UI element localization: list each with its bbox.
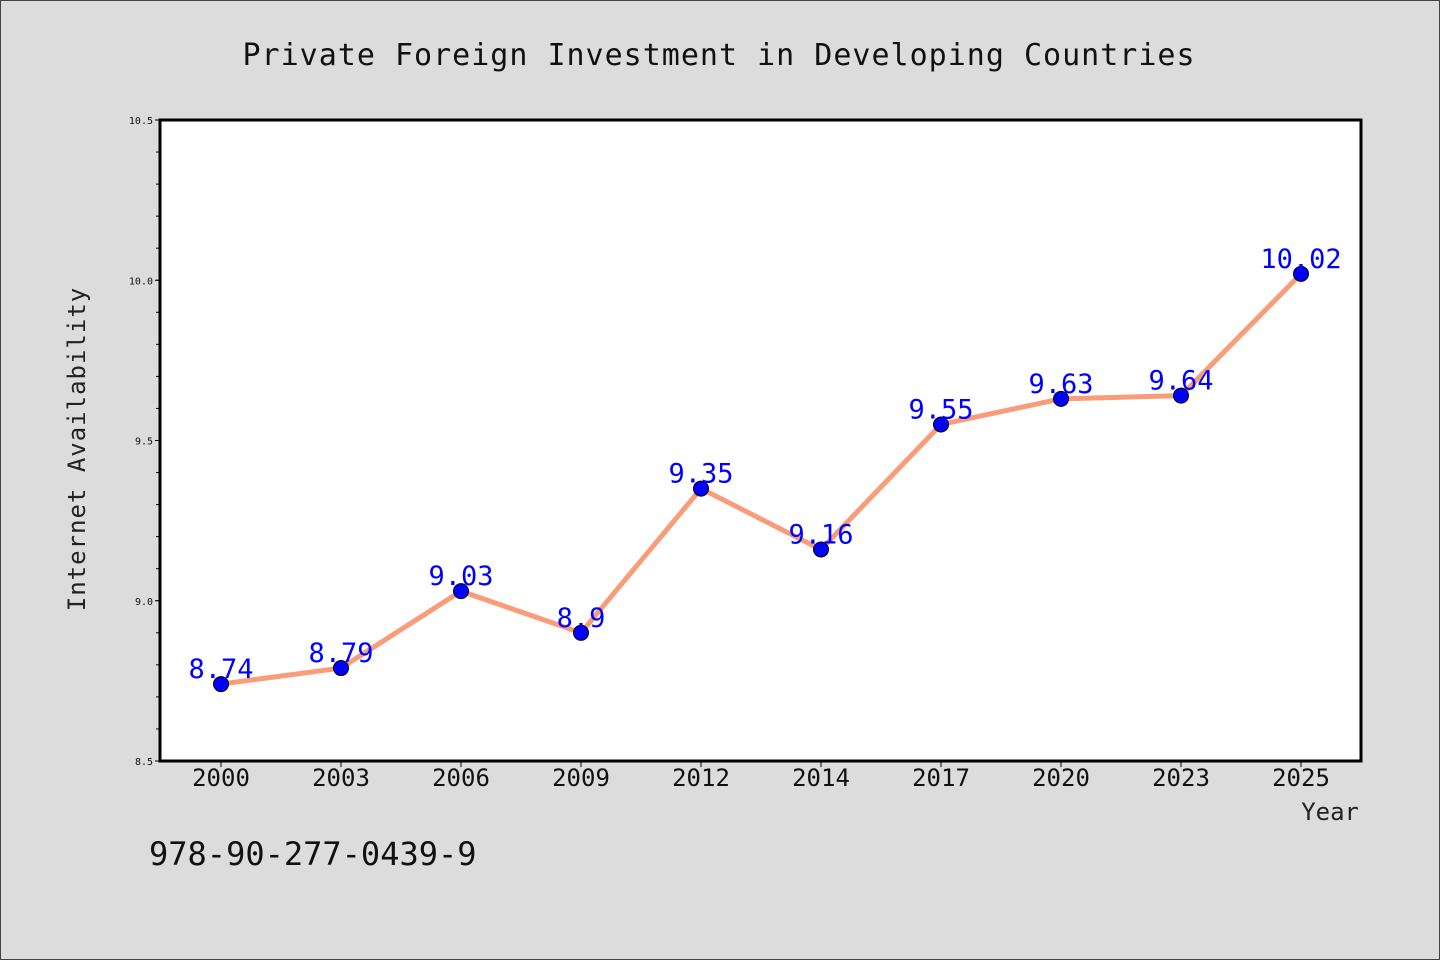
data-point <box>1293 265 1309 282</box>
data-label: 8.74 <box>188 654 253 685</box>
data-point <box>213 676 229 693</box>
data-point <box>1053 390 1069 407</box>
data-labels: 8.74 8.79 9.03 8.9 9.35 9.16 9.55 9.63 9.64 10.02 <box>188 244 1341 685</box>
y-tick-label: 9.5 <box>135 437 153 448</box>
x-tick-label: 2000 <box>192 764 250 792</box>
x-tick-label: 2003 <box>312 764 370 792</box>
data-label: 8.9 <box>557 603 606 634</box>
x-axis-label: Year <box>1301 798 1359 826</box>
data-point <box>813 541 829 558</box>
data-point <box>693 480 709 497</box>
x-axis-ticks: 2000 2003 2006 2009 2012 2014 2017 2020 2023 2025 <box>192 761 1330 792</box>
footer-code: 978-90-277-0439-9 <box>149 835 477 873</box>
data-label: 8.79 <box>308 638 373 669</box>
y-tick-label: 8.5 <box>135 757 153 768</box>
x-tick-label: 2017 <box>912 764 970 792</box>
x-tick-label: 2025 <box>1272 764 1330 792</box>
data-label: 10.02 <box>1260 244 1341 275</box>
y-tick-label: 10.5 <box>129 116 153 127</box>
data-point <box>573 624 589 641</box>
y-tick-label: 10.0 <box>129 276 153 287</box>
data-point <box>1173 387 1189 404</box>
x-tick-label: 2012 <box>672 764 730 792</box>
chart-title: Private Foreign Investment in Developing… <box>242 38 1195 73</box>
y-axis-ticks: 8.5 9.0 9.5 10.0 10.5 <box>129 116 160 768</box>
data-label: 9.16 <box>788 519 853 550</box>
data-point <box>333 660 349 677</box>
data-label: 9.55 <box>908 394 973 425</box>
data-markers <box>213 265 1309 693</box>
x-tick-label: 2020 <box>1032 764 1090 792</box>
y-axis-label: Internet Availability <box>63 287 91 611</box>
x-tick-label: 2009 <box>552 764 610 792</box>
x-tick-label: 2023 <box>1152 764 1210 792</box>
data-label: 9.64 <box>1148 366 1213 397</box>
data-label: 9.03 <box>428 561 493 592</box>
x-tick-label: 2014 <box>792 764 850 792</box>
y-tick-label: 9.0 <box>135 597 153 608</box>
data-point <box>453 583 469 600</box>
series-line <box>218 271 1304 687</box>
data-point <box>933 416 949 433</box>
data-label: 9.35 <box>668 459 733 490</box>
data-label: 9.63 <box>1028 369 1093 400</box>
x-tick-label: 2006 <box>432 764 490 792</box>
plot-frame <box>158 118 1363 763</box>
